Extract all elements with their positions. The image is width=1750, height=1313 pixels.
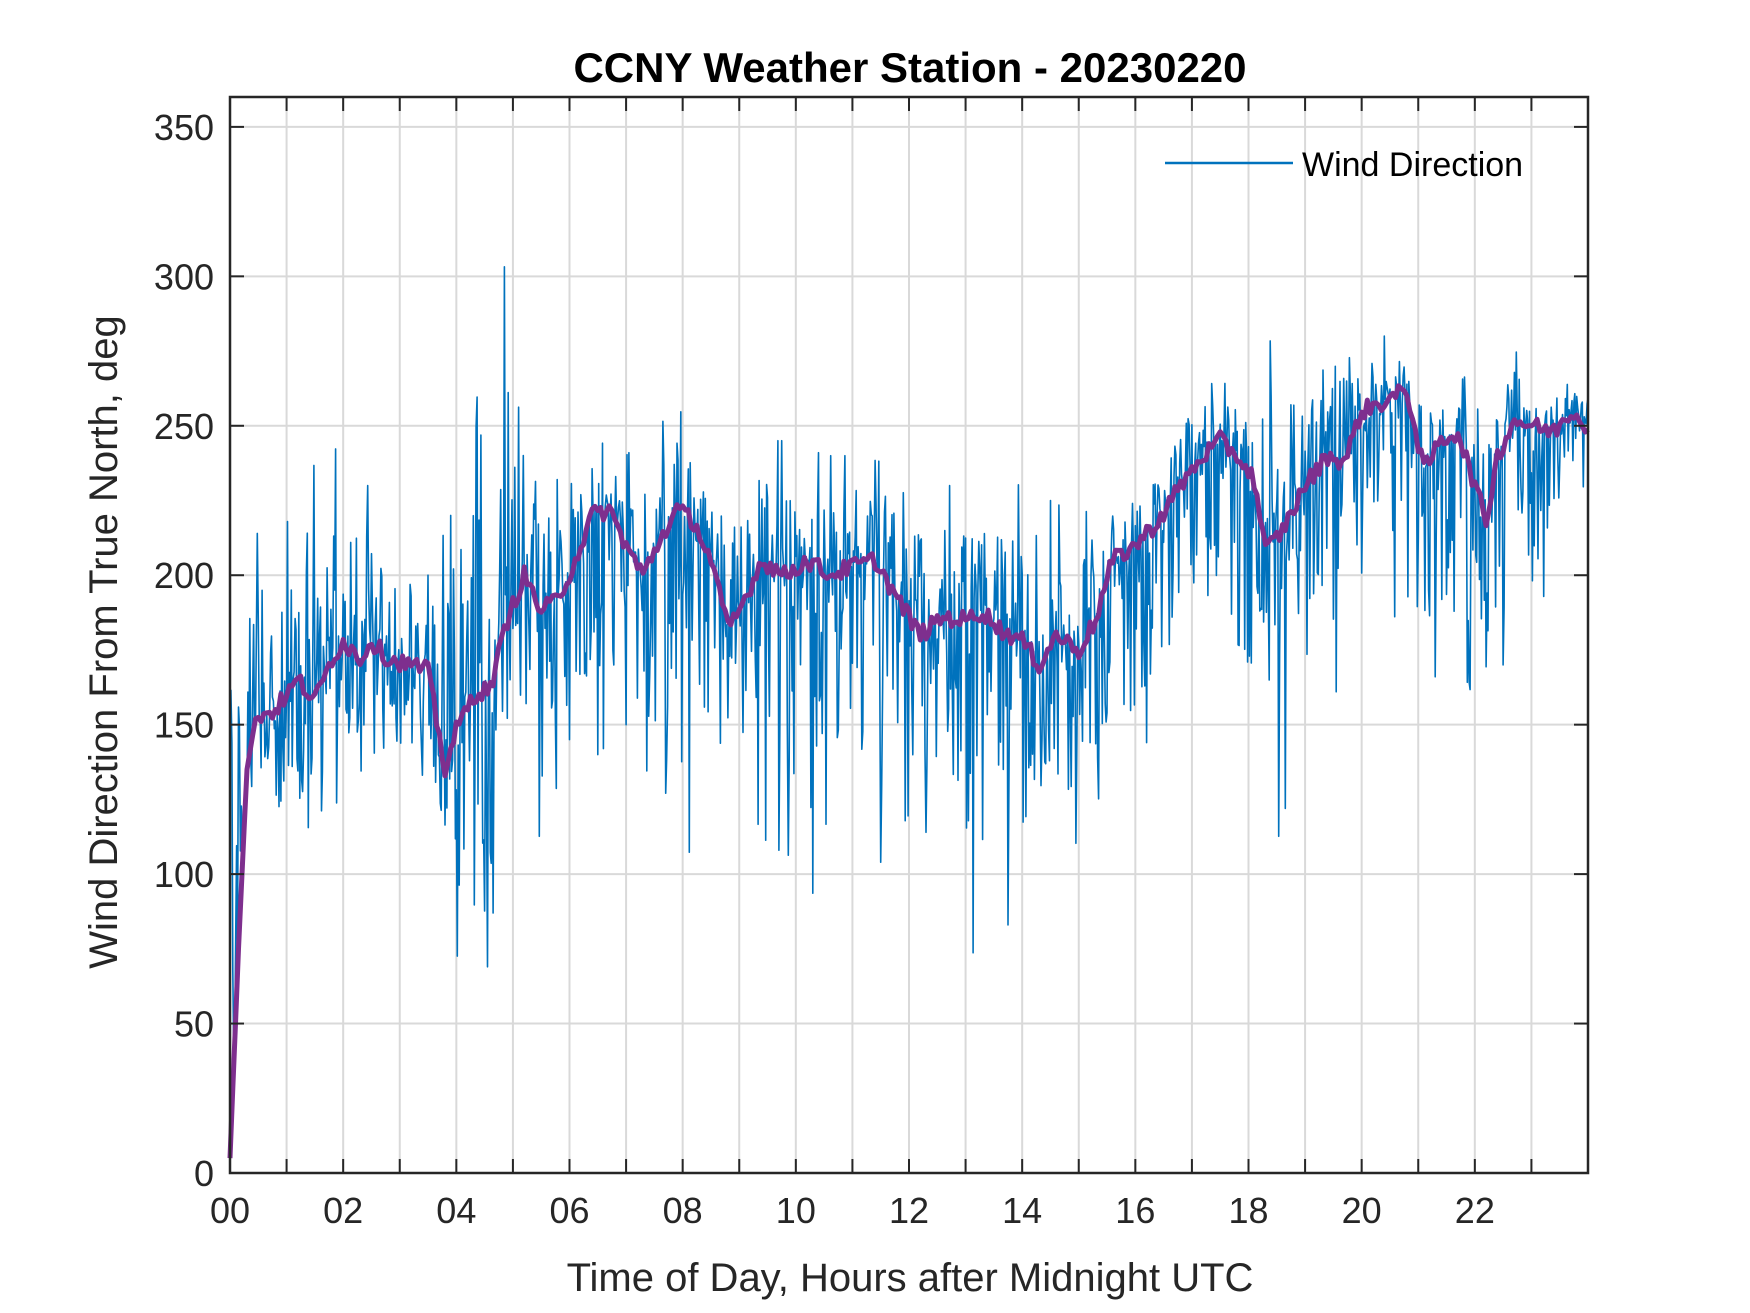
y-tick-label-350: 350	[154, 107, 214, 148]
x-tick-label-8: 08	[663, 1190, 703, 1231]
x-tick-label-22: 22	[1455, 1190, 1495, 1231]
y-tick-label-200: 200	[154, 555, 214, 596]
y-tick-label-100: 100	[154, 854, 214, 895]
wind-direction-line	[229, 265, 1589, 1061]
x-tick-label-18: 18	[1228, 1190, 1268, 1231]
x-tick-label-16: 16	[1115, 1190, 1155, 1231]
y-tick-label-250: 250	[154, 406, 214, 447]
x-tick-label-0: 00	[210, 1190, 250, 1231]
axis-ticks	[230, 97, 1588, 1174]
running-mean-line	[227, 383, 1590, 1159]
x-tick-label-14: 14	[1002, 1190, 1042, 1231]
y-tick-label-0: 0	[194, 1153, 214, 1194]
legend: Wind Direction	[1165, 146, 1523, 184]
wind-direction-series	[229, 265, 1589, 1061]
x-tick-label-6: 06	[549, 1190, 589, 1231]
chart-title: CCNY Weather Station - 20230220	[573, 44, 1246, 91]
running-mean-series	[227, 383, 1590, 1159]
x-tick-label-20: 20	[1342, 1190, 1382, 1231]
y-tick-label-50: 50	[174, 1004, 214, 1045]
y-tick-label-150: 150	[154, 705, 214, 746]
legend-entry-wind-direction: Wind Direction	[1302, 146, 1523, 184]
y-tick-label-300: 300	[154, 256, 214, 297]
x-tick-label-4: 04	[436, 1190, 476, 1231]
y-axis-label: Wind Direction From True North, deg	[82, 315, 126, 969]
y-tick-labels: 0 50 100 150 200 250 300 350	[154, 107, 214, 1194]
x-tick-label-12: 12	[889, 1190, 929, 1231]
x-axis-label: Time of Day, Hours after Midnight UTC	[567, 1256, 1254, 1300]
x-tick-label-2: 02	[323, 1190, 363, 1231]
x-tick-label-10: 10	[776, 1190, 816, 1231]
x-tick-labels: 00 02 04 06 08 10 12 14 16 18 20 22	[210, 1190, 1495, 1231]
